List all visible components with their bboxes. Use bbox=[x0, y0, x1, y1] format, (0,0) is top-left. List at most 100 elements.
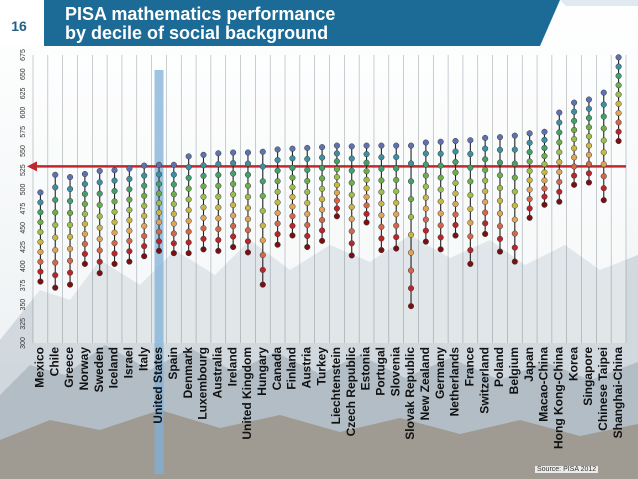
decile-point bbox=[141, 192, 148, 199]
decile-point bbox=[319, 227, 326, 234]
decile-point bbox=[363, 185, 370, 192]
decile-point bbox=[348, 167, 355, 174]
decile-point bbox=[126, 237, 133, 244]
country-series bbox=[52, 171, 59, 291]
decile-point bbox=[155, 200, 163, 207]
country-label: Ireland bbox=[225, 347, 239, 386]
decile-point bbox=[482, 145, 489, 152]
y-tick-label: 575 bbox=[20, 126, 27, 138]
decile-point bbox=[378, 188, 385, 196]
decile-point bbox=[615, 137, 622, 145]
decile-point bbox=[556, 159, 563, 166]
decile-point bbox=[289, 164, 296, 172]
decile-point bbox=[526, 177, 533, 184]
decile-point bbox=[511, 132, 518, 139]
decile-point bbox=[482, 134, 489, 141]
country-label: Luxembourg bbox=[196, 347, 210, 420]
decile-point bbox=[244, 227, 252, 234]
decile-point bbox=[511, 230, 518, 237]
country-series bbox=[319, 144, 326, 244]
country-label: Japan bbox=[522, 347, 536, 382]
decile-point bbox=[230, 243, 237, 251]
decile-point bbox=[155, 171, 163, 178]
country-label: Canada bbox=[270, 347, 284, 391]
decile-point bbox=[155, 190, 163, 197]
decile-point bbox=[37, 209, 44, 216]
decile-point bbox=[200, 172, 207, 179]
decile-point bbox=[511, 146, 518, 153]
decile-point bbox=[556, 149, 563, 156]
decile-point bbox=[289, 203, 296, 210]
decile-point bbox=[526, 186, 533, 193]
decile-point bbox=[111, 167, 118, 174]
country-series bbox=[615, 54, 622, 145]
decile-point bbox=[482, 209, 489, 216]
decile-point bbox=[37, 258, 44, 265]
decile-point bbox=[378, 142, 385, 149]
decile-point bbox=[541, 144, 548, 152]
decile-point bbox=[556, 139, 563, 146]
decile-point bbox=[304, 177, 311, 185]
decile-point bbox=[141, 243, 148, 250]
slide-number: 16 bbox=[11, 18, 27, 34]
y-tick-label: 675 bbox=[20, 49, 27, 61]
decile-point bbox=[407, 303, 415, 310]
decile-point bbox=[467, 205, 474, 212]
decile-point bbox=[289, 193, 296, 200]
decile-point bbox=[615, 54, 622, 61]
country-series bbox=[393, 142, 400, 252]
decile-point bbox=[585, 105, 592, 112]
decile-point bbox=[378, 223, 385, 230]
decile-point bbox=[81, 250, 88, 257]
decile-point bbox=[215, 247, 222, 254]
decile-point bbox=[526, 139, 533, 146]
decile-point bbox=[407, 196, 415, 203]
decile-point bbox=[467, 260, 474, 267]
decile-point bbox=[496, 184, 504, 192]
country-label: Greece bbox=[62, 347, 76, 388]
decile-point bbox=[141, 222, 148, 230]
decile-point bbox=[259, 222, 266, 229]
country-series bbox=[81, 170, 88, 267]
y-tick-label: 425 bbox=[20, 241, 27, 253]
decile-point bbox=[333, 189, 340, 196]
decile-point bbox=[615, 72, 622, 79]
decile-point bbox=[96, 258, 103, 265]
decile-point bbox=[407, 267, 415, 274]
country-series bbox=[126, 165, 133, 265]
decile-point bbox=[52, 259, 59, 266]
country-label: Iceland bbox=[107, 347, 121, 388]
decile-point bbox=[52, 234, 59, 241]
country-label: New Zealand bbox=[418, 347, 432, 420]
decile-point bbox=[393, 176, 400, 183]
decile-point bbox=[556, 109, 563, 116]
decile-point bbox=[274, 241, 281, 248]
decile-point bbox=[289, 184, 296, 191]
highlight-bar bbox=[154, 70, 164, 474]
decile-point bbox=[37, 189, 44, 196]
decile-point bbox=[126, 196, 133, 203]
decile-point bbox=[289, 232, 296, 239]
decile-point bbox=[81, 210, 88, 218]
decile-point bbox=[496, 223, 504, 230]
decile-point bbox=[467, 219, 474, 226]
country-label: Korea bbox=[566, 347, 580, 381]
decile-point bbox=[452, 158, 459, 166]
decile-point bbox=[170, 171, 177, 178]
country-series bbox=[496, 134, 504, 255]
decile-point bbox=[170, 181, 177, 188]
decile-point bbox=[200, 214, 207, 221]
decile-point bbox=[185, 164, 192, 171]
decile-point bbox=[81, 170, 88, 178]
decile-point bbox=[244, 238, 252, 245]
decile-point bbox=[230, 170, 237, 177]
decile-point bbox=[452, 221, 459, 229]
decile-point bbox=[244, 182, 252, 189]
decile-point bbox=[319, 196, 326, 203]
country-series bbox=[333, 142, 340, 220]
country-label: Hong Kong-China bbox=[551, 347, 565, 449]
country-label: Turkey bbox=[314, 347, 328, 386]
decile-point bbox=[67, 221, 74, 228]
decile-point bbox=[452, 169, 459, 176]
decile-point bbox=[393, 154, 400, 161]
